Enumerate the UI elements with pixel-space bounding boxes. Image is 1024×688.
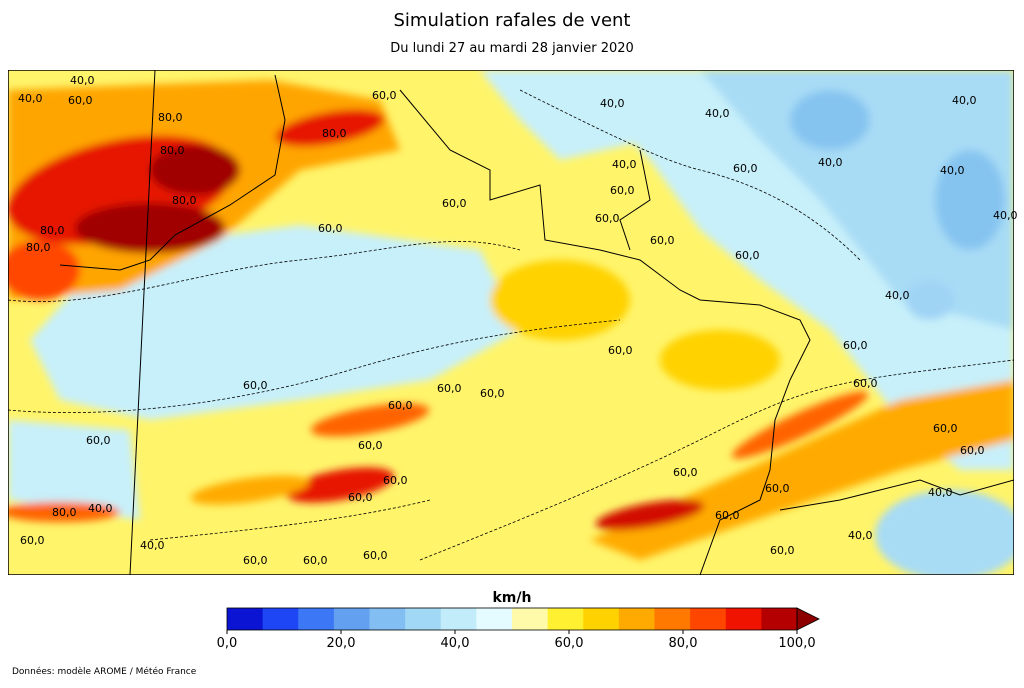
contour-label: 60,0 <box>437 382 462 395</box>
contour-label: 60,0 <box>595 212 620 225</box>
contour-label: 60,0 <box>765 482 790 495</box>
contour-label: 60,0 <box>372 89 397 102</box>
colorbar-tick-label: 40,0 <box>441 636 470 651</box>
contour-label: 60,0 <box>735 249 760 262</box>
colorbar-extend <box>796 607 820 631</box>
contour-label: 60,0 <box>650 234 675 247</box>
colorbar-tick-label: 100,0 <box>778 636 815 651</box>
contour-label: 60,0 <box>715 509 740 522</box>
contour-label: 60,0 <box>383 474 408 487</box>
contour-label: 60,0 <box>770 544 795 557</box>
colorbar-tick-label: 60,0 <box>555 636 584 651</box>
contour-label: 40,0 <box>848 529 873 542</box>
colorbar-segment <box>583 608 620 630</box>
contour-label: 40,0 <box>612 158 637 171</box>
colorbar-segment <box>262 608 299 630</box>
contour-label: 60,0 <box>243 554 268 567</box>
contour-label: 60,0 <box>733 162 758 175</box>
colorbar-segment <box>512 608 549 630</box>
contour-label: 40,0 <box>885 289 910 302</box>
contour-label: 60,0 <box>933 422 958 435</box>
colorbar-tick-label: 80,0 <box>669 636 698 651</box>
contour-label: 60,0 <box>303 554 328 567</box>
colorbar-segment <box>618 608 655 630</box>
contour-label: 40,0 <box>952 94 977 107</box>
contour-label: 40,0 <box>18 92 43 105</box>
colorbar-segment <box>333 608 370 630</box>
contour-label: 60,0 <box>610 184 635 197</box>
colorbar-frame <box>226 607 798 631</box>
contour-label: 40,0 <box>705 107 730 120</box>
colorbar-segment <box>725 608 762 630</box>
colorbar-tick-label: 20,0 <box>327 636 356 651</box>
colorbar-segment <box>690 608 727 630</box>
contour-label: 60,0 <box>853 377 878 390</box>
colorbar-segment <box>761 608 798 630</box>
contour-label: 40,0 <box>140 539 165 552</box>
colorbar-segment <box>654 608 691 630</box>
contour-label: 60,0 <box>960 444 985 457</box>
contour-label: 40,0 <box>993 209 1018 222</box>
contour-label: 60,0 <box>388 399 413 412</box>
contour-label: 60,0 <box>442 197 467 210</box>
footer: Données: modèle AROME / Météo France <box>12 666 197 677</box>
contour-label: 60,0 <box>68 94 93 107</box>
contour-label: 40,0 <box>88 502 113 515</box>
contour-label: 80,0 <box>160 144 185 157</box>
contour-label: 60,0 <box>348 491 373 504</box>
contour-label: 60,0 <box>843 339 868 352</box>
colorbar-segment <box>547 608 584 630</box>
contour-label: 40,0 <box>70 74 95 87</box>
contour-label: 40,0 <box>940 164 965 177</box>
contour-label: 80,0 <box>26 241 51 254</box>
contour-labels: 40,0 40,0 60,0 80,0 80,0 80,0 80,0 80,0 … <box>18 74 1018 567</box>
colorbar-segment <box>369 608 406 630</box>
contour-label: 60,0 <box>318 222 343 235</box>
contour-label: 60,0 <box>243 379 268 392</box>
contour-label: 60,0 <box>480 387 505 400</box>
contour-label: 40,0 <box>600 97 625 110</box>
contour-label: 60,0 <box>20 534 45 547</box>
colorbar: 0,0 20,0 40,0 60,0 80,0 100,0 <box>217 607 820 651</box>
contour-label: 40,0 <box>928 486 953 499</box>
title: Simulation rafales de vent <box>394 10 631 31</box>
contour-label: 60,0 <box>363 549 388 562</box>
colorbar-segment <box>440 608 477 630</box>
contour-label: 40,0 <box>818 156 843 169</box>
contour-label: 60,0 <box>673 466 698 479</box>
wind-map <box>8 70 1014 575</box>
contour-label: 80,0 <box>40 224 65 237</box>
contour-label: 80,0 <box>52 506 77 519</box>
contour-label: 80,0 <box>322 127 347 140</box>
subtitle: Du lundi 27 au mardi 28 janvier 2020 <box>390 41 634 56</box>
contour-label: 60,0 <box>358 439 383 452</box>
colorbar-segment <box>476 608 513 630</box>
contour-label: 80,0 <box>158 111 183 124</box>
colorbar-segment <box>405 608 442 630</box>
contour-label: 60,0 <box>86 434 111 447</box>
colorbar-segment <box>227 608 264 630</box>
colorbar-unit: km/h <box>493 590 532 606</box>
colorbar-segment <box>298 608 335 630</box>
contour-label: 80,0 <box>172 194 197 207</box>
colorbar-tick-label: 0,0 <box>217 636 238 651</box>
contour-label: 60,0 <box>608 344 633 357</box>
